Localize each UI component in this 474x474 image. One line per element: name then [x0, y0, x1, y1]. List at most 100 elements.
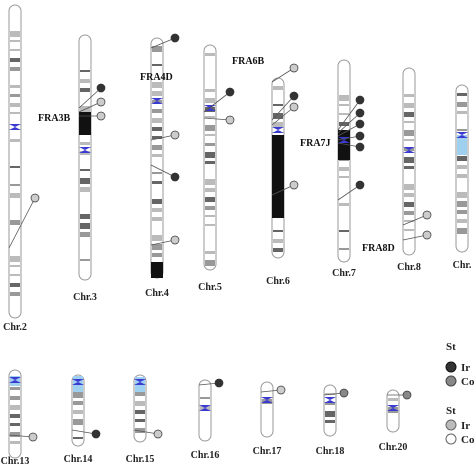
band — [205, 152, 215, 158]
band — [388, 398, 398, 401]
legend-swatch — [445, 361, 457, 373]
band — [205, 89, 215, 92]
site-dot — [170, 172, 180, 182]
site-dot — [276, 385, 286, 395]
band — [10, 94, 20, 97]
band — [457, 174, 467, 178]
band — [80, 214, 90, 219]
band — [10, 166, 20, 168]
band — [10, 256, 20, 262]
chromosome-body — [8, 4, 22, 319]
band — [80, 70, 90, 72]
fragile-site-label: FRA7J — [300, 138, 331, 149]
band — [152, 127, 162, 131]
centromere — [324, 397, 336, 403]
band — [73, 419, 83, 425]
band — [205, 251, 215, 254]
chromosome-label: Chr.16 — [191, 450, 220, 461]
chromosome-label: Chr.8 — [397, 262, 421, 273]
chromosome-label: Chr.3 — [73, 292, 97, 303]
fragile-region — [151, 262, 163, 278]
band — [205, 125, 215, 131]
band — [404, 211, 414, 215]
band — [152, 199, 162, 204]
chromosome: Chr.7 — [332, 59, 365, 279]
band — [205, 260, 215, 266]
site-dot — [289, 102, 299, 112]
band — [404, 157, 414, 163]
band — [152, 172, 162, 174]
band — [205, 98, 215, 103]
chromosome: Chr.8 — [397, 67, 432, 273]
band — [10, 67, 20, 71]
legend-item: Ir — [461, 362, 470, 374]
band — [10, 274, 20, 276]
chromosome-label: Chr.20 — [379, 442, 408, 453]
band — [152, 46, 162, 52]
chromosome-label: Chr.15 — [126, 454, 155, 465]
band — [10, 423, 20, 426]
site-dot — [355, 131, 365, 141]
band — [135, 410, 145, 414]
band — [404, 139, 414, 141]
band — [205, 197, 215, 202]
band — [273, 122, 283, 127]
band — [273, 86, 283, 90]
legend-title: St — [446, 341, 456, 353]
band — [10, 58, 20, 62]
band — [404, 193, 414, 197]
band — [325, 420, 335, 423]
band — [10, 220, 20, 225]
band — [152, 136, 162, 139]
centromere — [151, 98, 163, 104]
band — [135, 419, 145, 422]
band — [10, 405, 20, 410]
band — [73, 410, 83, 414]
band — [404, 184, 414, 190]
connector — [271, 95, 295, 121]
site-dot — [289, 63, 299, 73]
site-dot — [96, 83, 106, 93]
band — [10, 387, 20, 390]
site-dot — [289, 91, 299, 101]
legend-item: Co — [461, 376, 474, 388]
site-dot — [355, 180, 365, 190]
band — [80, 223, 90, 229]
band — [457, 129, 467, 131]
band — [339, 95, 349, 101]
fragile-site-label: FRA6B — [232, 56, 265, 67]
band — [152, 154, 162, 157]
site-dot — [422, 210, 432, 220]
band — [457, 102, 467, 107]
band — [339, 176, 349, 178]
band — [457, 219, 467, 223]
chromosome: Chr.16 — [191, 378, 224, 461]
band — [205, 215, 215, 217]
band — [80, 187, 90, 192]
band — [404, 112, 414, 117]
site-dot — [170, 33, 180, 43]
band — [457, 93, 467, 96]
band — [339, 167, 349, 171]
chromosome: Chr.4 — [145, 33, 180, 299]
band — [200, 397, 210, 399]
band — [80, 259, 90, 261]
chromosome-label: Chr.14 — [64, 454, 93, 465]
legend-title: St — [446, 405, 456, 417]
site-dot — [289, 180, 299, 190]
band — [80, 79, 90, 83]
site-dot — [422, 230, 432, 240]
band — [152, 118, 162, 123]
chromosome: Chr.18 — [316, 384, 349, 457]
centromere — [387, 405, 399, 411]
band — [273, 104, 283, 106]
chromosome-body — [260, 381, 274, 438]
band — [339, 203, 349, 206]
band — [205, 179, 215, 185]
legend-swatch — [445, 375, 457, 387]
band — [80, 88, 90, 92]
band — [404, 103, 414, 108]
chromosome: Chr.20 — [379, 389, 412, 453]
band — [339, 248, 349, 250]
band — [339, 230, 349, 232]
